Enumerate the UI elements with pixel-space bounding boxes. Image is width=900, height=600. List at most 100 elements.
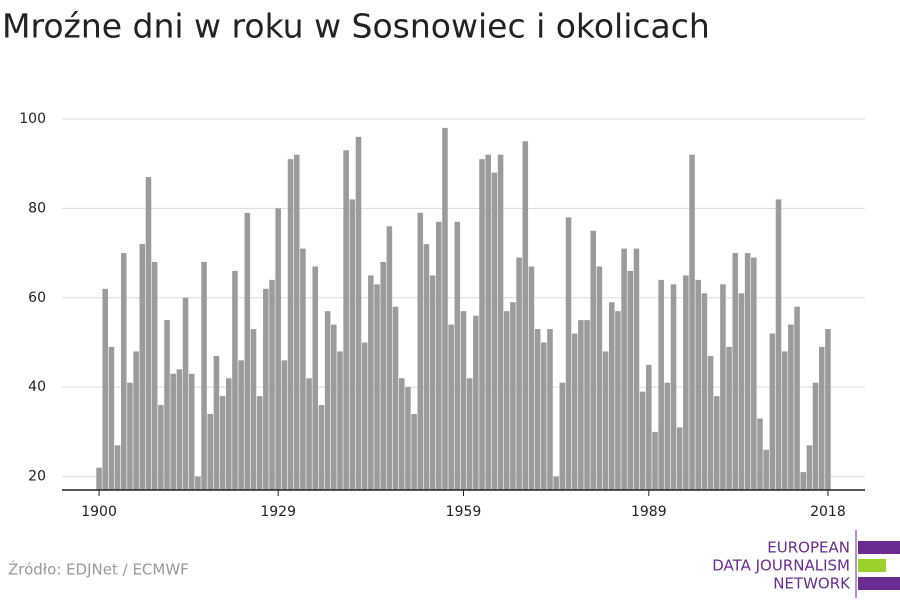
bar — [818, 346, 825, 490]
bar — [417, 212, 424, 490]
bar — [331, 324, 337, 490]
bar — [263, 288, 269, 490]
bar — [695, 279, 702, 490]
bar — [232, 270, 238, 490]
bar — [108, 346, 115, 490]
bar — [701, 293, 708, 490]
bar — [646, 364, 652, 490]
bar — [541, 342, 547, 490]
bar — [639, 391, 646, 490]
bar — [781, 351, 788, 490]
bar — [127, 382, 133, 490]
bar — [553, 476, 559, 490]
bar — [281, 360, 288, 490]
bar — [788, 324, 794, 490]
bar — [96, 467, 102, 490]
bar — [571, 333, 578, 490]
bar — [738, 293, 745, 490]
bar — [188, 373, 195, 490]
bar — [720, 284, 726, 490]
bar — [503, 311, 510, 490]
y-tick-label: 40 — [28, 379, 46, 395]
bar — [349, 199, 356, 491]
bar — [448, 324, 454, 490]
bar — [207, 414, 214, 490]
logo-bar — [858, 559, 886, 572]
bar — [615, 311, 621, 490]
y-tick-label: 80 — [28, 200, 46, 216]
y-tick-label: 60 — [28, 290, 46, 306]
bar — [275, 208, 281, 490]
bar — [405, 387, 411, 490]
bar — [176, 369, 183, 490]
bar — [744, 253, 751, 490]
bar — [269, 279, 275, 490]
bar — [627, 270, 634, 490]
bar — [411, 414, 417, 490]
bar — [522, 141, 529, 490]
bar — [145, 177, 152, 490]
bar — [398, 378, 405, 490]
bar — [293, 154, 300, 491]
bar — [324, 311, 331, 490]
bar — [256, 396, 263, 490]
bar — [139, 244, 146, 490]
bar — [312, 266, 319, 490]
bar — [225, 378, 232, 490]
bar — [670, 284, 677, 490]
bar — [454, 221, 461, 490]
bar — [151, 262, 158, 490]
source: Źródło: EDJNet / ECMWF — [8, 560, 189, 579]
y-tick-label: 20 — [28, 469, 46, 485]
bar — [664, 382, 671, 490]
bar — [658, 279, 664, 490]
bar — [590, 230, 596, 491]
bar — [386, 226, 393, 490]
bar — [769, 333, 776, 490]
x-tick-label: 1989 — [631, 504, 667, 520]
bar — [713, 396, 720, 490]
bar — [164, 320, 170, 490]
bar — [732, 253, 739, 490]
bar — [201, 262, 207, 490]
bar — [102, 288, 109, 490]
bar — [374, 284, 380, 490]
bar — [683, 275, 689, 490]
bar — [287, 159, 294, 491]
bar — [466, 378, 473, 490]
bar — [800, 472, 807, 490]
bar — [238, 360, 244, 490]
bar — [775, 199, 782, 491]
bar — [510, 302, 516, 490]
x-tick-label: 1929 — [260, 504, 296, 520]
bar — [250, 329, 257, 490]
bar — [380, 262, 386, 490]
bar — [676, 427, 683, 490]
bar — [442, 127, 448, 490]
logo-line: DATA JOURNALISM — [712, 557, 850, 575]
bar — [195, 476, 201, 490]
bar — [343, 150, 349, 490]
bar — [633, 248, 640, 490]
bar — [460, 311, 467, 490]
bar — [479, 159, 485, 491]
bar — [726, 346, 732, 490]
bar — [244, 212, 251, 490]
bar — [608, 302, 615, 490]
bar — [300, 248, 306, 490]
bar — [361, 342, 368, 490]
bar — [559, 382, 566, 490]
bar — [812, 382, 819, 490]
bar — [491, 172, 498, 490]
bar — [516, 257, 522, 490]
bar — [170, 373, 176, 490]
bar — [473, 315, 479, 490]
chart-title: Mroźne dni w roku w Sosnowiec i okolicac… — [2, 7, 710, 46]
bar — [219, 396, 226, 490]
bar — [602, 351, 609, 490]
bar — [528, 266, 535, 490]
bar — [120, 253, 127, 490]
bar — [547, 329, 553, 490]
bar — [751, 257, 757, 490]
